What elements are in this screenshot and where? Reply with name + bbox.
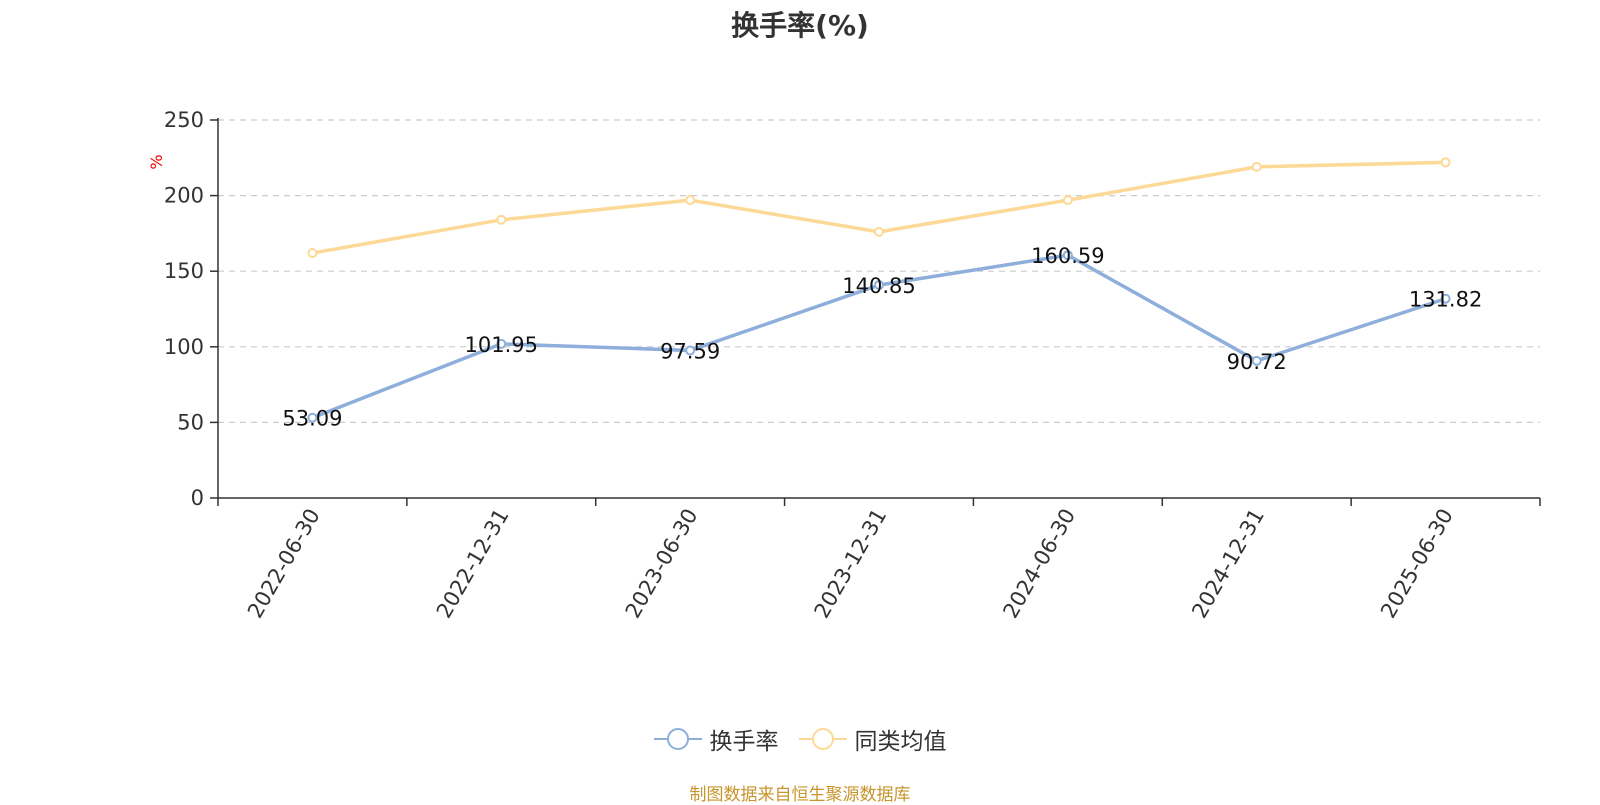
x-tick-label: 2022-12-31: [432, 505, 514, 623]
data-point: [1440, 293, 1451, 304]
grid-lines: [218, 119, 1540, 423]
data-point: [1251, 161, 1262, 172]
x-tick-label: 2025-06-30: [1376, 505, 1458, 623]
data-point: [685, 345, 696, 356]
legend-label-turnover: 换手率: [709, 729, 779, 755]
data-label: 160.59: [1031, 244, 1104, 268]
legend-line-circle-icon: [653, 728, 702, 750]
x-tick-label: 2024-12-31: [1187, 505, 1269, 623]
chart-title: 换手率(%): [731, 9, 869, 42]
data-point: [1440, 157, 1451, 168]
legend-item-peer-average[interactable]: 同类均值: [798, 722, 947, 756]
y-tick-label: 200: [164, 184, 204, 208]
legend-line-circle-icon: [798, 728, 847, 750]
y-tick-label: 150: [164, 259, 204, 283]
legend: 换手率 同类均值: [0, 722, 1600, 756]
series: [307, 157, 1451, 423]
data-point: [496, 214, 507, 225]
y-tick-label: 250: [164, 108, 204, 132]
data-point: [1062, 250, 1073, 261]
data-label: 90.72: [1227, 350, 1287, 374]
x-tick-label: 2024-06-30: [998, 505, 1080, 623]
data-labels: 53.09 101.95 97.59 140.85 160.59 90.72 131.82: [282, 244, 1482, 431]
data-label: 131.82: [1409, 288, 1482, 312]
data-point: [496, 338, 507, 349]
data-point: [1062, 195, 1073, 206]
y-axis-unit-label: %: [147, 154, 166, 169]
axes: 0 50 100 150 200 250% 2022-06-30 2022-12-31 2023…: [147, 108, 1541, 623]
data-label: 101.95: [465, 333, 538, 357]
legend-label-peer-average: 同类均值: [854, 729, 947, 755]
legend-item-turnover[interactable]: 换手率: [653, 722, 779, 756]
data-source-note: 制图数据来自恒生聚源数据库: [689, 785, 911, 805]
x-tick-label: 2023-06-30: [621, 505, 703, 623]
x-tick-label: 2022-06-30: [243, 505, 325, 623]
y-tick-label: 0: [191, 486, 204, 510]
data-point: [1251, 355, 1262, 366]
data-label: 140.85: [842, 274, 915, 298]
data-label: 97.59: [660, 339, 720, 363]
x-tick-label: 2023-12-31: [810, 505, 892, 623]
data-point: [307, 412, 318, 423]
data-point: [874, 280, 884, 291]
data-point: [307, 248, 318, 259]
data-point: [874, 226, 884, 237]
data-point: [685, 195, 696, 206]
y-tick-label: 50: [177, 410, 204, 434]
data-label: 53.09: [282, 407, 342, 431]
series-line: [312, 160, 1446, 255]
y-tick-label: 100: [164, 335, 204, 359]
